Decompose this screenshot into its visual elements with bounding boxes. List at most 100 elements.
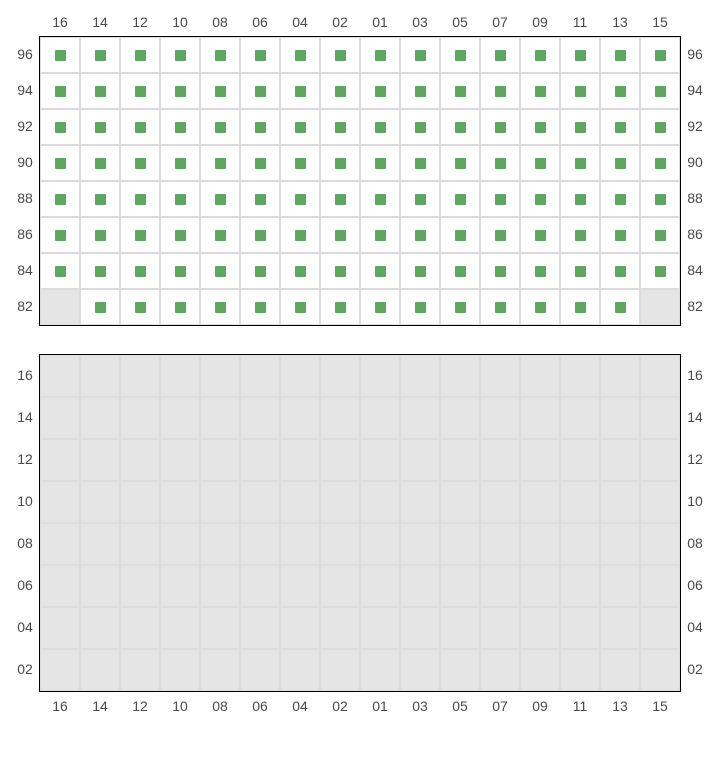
seat-cell[interactable] — [600, 181, 640, 217]
seat-cell[interactable] — [160, 109, 200, 145]
seat-cell[interactable] — [40, 217, 80, 253]
seat-cell[interactable] — [480, 253, 520, 289]
seat-cell[interactable] — [160, 253, 200, 289]
seat-cell[interactable] — [240, 217, 280, 253]
seat-cell[interactable] — [240, 145, 280, 181]
seat-cell[interactable] — [320, 253, 360, 289]
seat-cell[interactable] — [600, 37, 640, 73]
seat-cell[interactable] — [200, 73, 240, 109]
seat-cell[interactable] — [160, 217, 200, 253]
seat-cell[interactable] — [120, 217, 160, 253]
seat-cell[interactable] — [640, 109, 680, 145]
seat-cell[interactable] — [120, 289, 160, 325]
seat-cell[interactable] — [400, 181, 440, 217]
seat-cell[interactable] — [640, 217, 680, 253]
seat-cell[interactable] — [120, 109, 160, 145]
seat-cell[interactable] — [120, 181, 160, 217]
seat-cell[interactable] — [360, 289, 400, 325]
seat-cell[interactable] — [400, 217, 440, 253]
seat-cell[interactable] — [200, 253, 240, 289]
seat-cell[interactable] — [160, 181, 200, 217]
seat-cell[interactable] — [80, 145, 120, 181]
seat-cell[interactable] — [80, 253, 120, 289]
seat-cell[interactable] — [600, 217, 640, 253]
seat-cell[interactable] — [440, 217, 480, 253]
seat-cell[interactable] — [520, 217, 560, 253]
seat-cell[interactable] — [400, 289, 440, 325]
seat-cell[interactable] — [200, 145, 240, 181]
seat-cell[interactable] — [280, 73, 320, 109]
seat-cell[interactable] — [80, 37, 120, 73]
seat-cell[interactable] — [320, 109, 360, 145]
seat-cell[interactable] — [240, 73, 280, 109]
seat-cell[interactable] — [440, 145, 480, 181]
seat-cell[interactable] — [360, 217, 400, 253]
seat-cell[interactable] — [560, 73, 600, 109]
seat-cell[interactable] — [640, 73, 680, 109]
seat-cell[interactable] — [40, 181, 80, 217]
seat-cell[interactable] — [560, 109, 600, 145]
seat-cell[interactable] — [400, 73, 440, 109]
seat-cell[interactable] — [200, 109, 240, 145]
seat-cell[interactable] — [560, 145, 600, 181]
seat-cell[interactable] — [80, 217, 120, 253]
seat-cell[interactable] — [600, 73, 640, 109]
seat-cell[interactable] — [480, 181, 520, 217]
seat-cell[interactable] — [160, 289, 200, 325]
seat-cell[interactable] — [640, 253, 680, 289]
seat-cell[interactable] — [560, 253, 600, 289]
seat-cell[interactable] — [360, 181, 400, 217]
seat-cell[interactable] — [280, 217, 320, 253]
seat-cell[interactable] — [120, 145, 160, 181]
seat-cell[interactable] — [360, 145, 400, 181]
seat-cell[interactable] — [440, 109, 480, 145]
seat-cell[interactable] — [120, 73, 160, 109]
seat-cell[interactable] — [600, 289, 640, 325]
seat-cell[interactable] — [200, 181, 240, 217]
seat-cell[interactable] — [200, 37, 240, 73]
seat-cell[interactable] — [560, 289, 600, 325]
seat-cell[interactable] — [400, 145, 440, 181]
seat-cell[interactable] — [560, 181, 600, 217]
seat-cell[interactable] — [320, 289, 360, 325]
seat-cell[interactable] — [440, 289, 480, 325]
seat-cell[interactable] — [480, 145, 520, 181]
seat-cell[interactable] — [440, 181, 480, 217]
seat-cell[interactable] — [360, 73, 400, 109]
seat-cell[interactable] — [80, 109, 120, 145]
seat-cell[interactable] — [280, 145, 320, 181]
seat-cell[interactable] — [120, 253, 160, 289]
seat-cell[interactable] — [440, 253, 480, 289]
seat-cell[interactable] — [560, 217, 600, 253]
seat-cell[interactable] — [80, 73, 120, 109]
seat-cell[interactable] — [640, 181, 680, 217]
seat-cell[interactable] — [240, 289, 280, 325]
seat-cell[interactable] — [280, 109, 320, 145]
seat-cell[interactable] — [520, 109, 560, 145]
seat-cell[interactable] — [40, 145, 80, 181]
seat-cell[interactable] — [40, 253, 80, 289]
seat-cell[interactable] — [400, 109, 440, 145]
seat-cell[interactable] — [120, 37, 160, 73]
seat-cell[interactable] — [240, 109, 280, 145]
seat-cell[interactable] — [320, 181, 360, 217]
seat-cell[interactable] — [520, 145, 560, 181]
seat-cell[interactable] — [600, 145, 640, 181]
seat-cell[interactable] — [560, 37, 600, 73]
seat-cell[interactable] — [480, 109, 520, 145]
seat-cell[interactable] — [200, 217, 240, 253]
seat-cell[interactable] — [520, 73, 560, 109]
seat-cell[interactable] — [320, 37, 360, 73]
seat-cell[interactable] — [40, 73, 80, 109]
seat-cell[interactable] — [280, 37, 320, 73]
seat-cell[interactable] — [480, 37, 520, 73]
seat-cell[interactable] — [280, 289, 320, 325]
seat-cell[interactable] — [240, 181, 280, 217]
seat-cell[interactable] — [640, 37, 680, 73]
seat-cell[interactable] — [80, 289, 120, 325]
seat-cell[interactable] — [240, 37, 280, 73]
seat-cell[interactable] — [160, 145, 200, 181]
seat-cell[interactable] — [520, 253, 560, 289]
seat-cell[interactable] — [40, 37, 80, 73]
seat-cell[interactable] — [320, 73, 360, 109]
